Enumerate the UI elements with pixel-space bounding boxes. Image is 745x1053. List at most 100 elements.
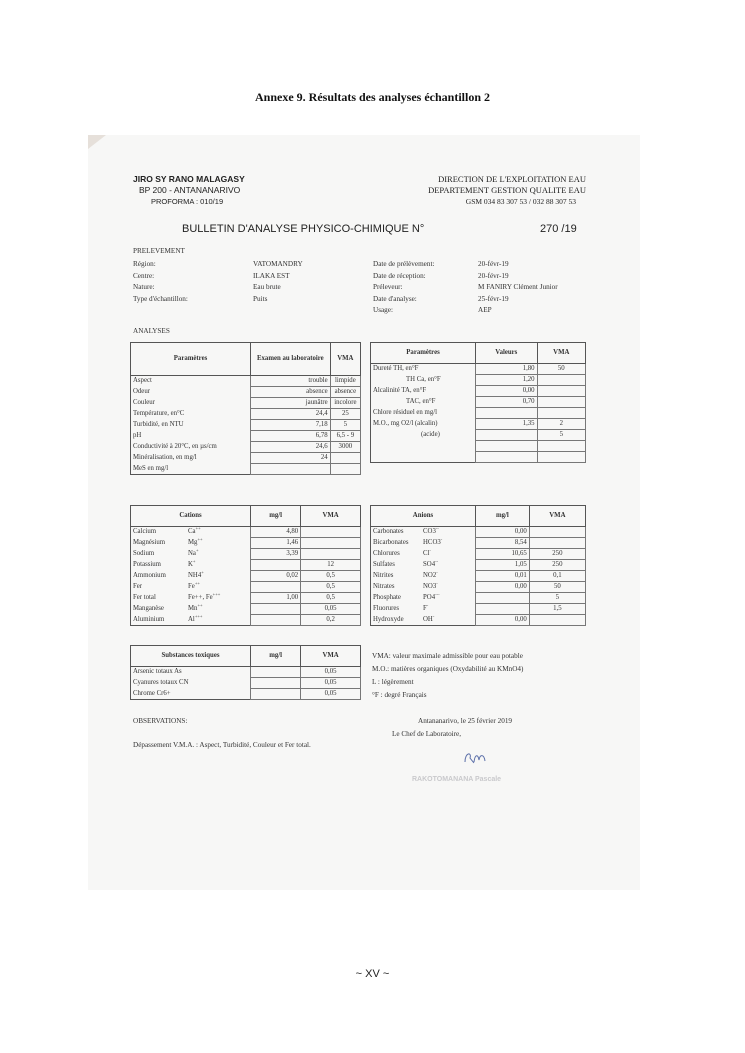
value-cell: 24,6: [250, 441, 331, 453]
vma-cell: 25: [329, 408, 362, 420]
parameter-name: Arsenic totaux As: [133, 668, 182, 676]
parameter-cell: pH: [130, 430, 251, 442]
table-row: Hydroxyde OH- 0,00: [370, 614, 587, 626]
table-row: Fer total Fe++, Fe+++ 1,00 0,5: [130, 592, 361, 604]
parameter-cell: Chlorures Cl-: [370, 548, 476, 560]
header-row: Paramètres Examen au laboratoire VMA: [130, 342, 362, 376]
vma-cell: [528, 537, 587, 549]
value-cell: [250, 463, 331, 475]
prelevement-left: Région: VATOMANDRY Centre: ILAKA EST Nature:…: [133, 259, 303, 305]
prelevement-row: Date de prélèvement: 20-févr-19: [373, 259, 558, 271]
value-cell: [249, 614, 302, 626]
column-header: VMA: [329, 342, 362, 376]
legend-f: °F : degré Français: [372, 691, 427, 699]
vma-cell: 12: [300, 559, 361, 571]
table-row: Dureté TH, en°F 1,80 50: [370, 363, 587, 375]
value-cell: 1,00: [249, 592, 302, 604]
prelevement-row: Région: VATOMANDRY: [133, 259, 303, 271]
parameter-cell: Arsenic totaux As: [130, 666, 251, 678]
ion-formula: HCO3: [423, 539, 441, 546]
value-cell: 0,00: [475, 526, 530, 538]
parameter-cell: Sodium Na+: [130, 548, 251, 560]
value-cell: 1,20: [475, 374, 538, 386]
parameter-name: Odeur: [133, 388, 150, 395]
value-cell: 0,00: [475, 614, 530, 626]
ion-formula: Fe++, Fe: [188, 594, 213, 601]
parameter-name: Minéralisation, en mg/l: [133, 454, 197, 461]
vma-cell: 0,05: [300, 677, 361, 689]
value-cell: [475, 451, 538, 463]
field-label: Centre:: [133, 271, 155, 280]
parameter-cell: Chrome Cr6+: [130, 688, 251, 700]
vma-cell: 6,5 - 9: [329, 430, 362, 442]
dept-direction: DIRECTION DE L'EXPLOITATION EAU: [438, 174, 586, 184]
ion-charge: -: [426, 603, 429, 608]
value-cell: [249, 581, 302, 593]
field-label: Date de réception:: [373, 271, 426, 280]
parameter-cell: Aspect: [130, 375, 251, 387]
table-row: Odeur absence absence: [130, 386, 362, 398]
column-header: mg/l: [249, 645, 302, 667]
table-row: Conductivité à 20°C, en µs/cm 24,6 3000: [130, 441, 362, 453]
element-name: Bicarbonates: [373, 539, 409, 546]
column-header: Valeurs: [475, 342, 538, 364]
prelevement-row: Nature: Eau brute: [133, 282, 303, 294]
parameter-name: Alcalinité TA, en°F: [373, 387, 427, 394]
parameter-cell: Fer Fe++: [130, 581, 251, 593]
parameter-name: Turbidité, en NTU: [133, 421, 184, 428]
element-name: Magnésium: [133, 539, 166, 546]
parameter-cell: Fluorures F-: [370, 603, 476, 615]
parameter-cell: Potassium K+: [130, 559, 251, 571]
table-row: Phosphate PO4--- 5: [370, 592, 587, 604]
parameter-cell: Nitrates NO3-: [370, 581, 476, 593]
element-name: Fer total: [133, 594, 156, 601]
element-name: Manganèse: [133, 605, 164, 612]
table-row: MeS en mg/l: [130, 463, 362, 475]
field-value: 20-févr-19: [478, 260, 509, 268]
parameter-cell: Température, en°C: [130, 408, 251, 420]
value-cell: 1,05: [475, 559, 530, 571]
signature-role: Le Chef de Laboratoire,: [392, 730, 462, 738]
vma-cell: [536, 374, 587, 386]
field-value: ILAKA EST: [253, 271, 290, 280]
parameter-cell: Turbidité, en NTU: [130, 419, 251, 431]
value-cell: 3,39: [249, 548, 302, 560]
vma-cell: 0,05: [300, 666, 361, 678]
ion-charge: +: [192, 559, 196, 564]
ion-formula: Mg: [188, 539, 198, 546]
element-name: Fluorures: [373, 605, 400, 612]
value-cell: [475, 407, 538, 419]
table-row: Ammonium NH4+ 0,02 0,5: [130, 570, 361, 582]
observations-text: Dépassement V.M.A. : Aspect, Turbidité, …: [133, 741, 311, 749]
element-name: Nitrites: [373, 572, 394, 579]
legend-mo: M.O.: matières organiques (Oxydabilité a…: [372, 665, 524, 673]
column-header: VMA: [528, 505, 587, 527]
field-label: Région:: [133, 260, 156, 268]
cations-table: Cations mg/l VMA Calcium Ca++ 4,80 Magnésium Mg…: [130, 505, 361, 626]
parameter-name: M.O., mg O2/l (alcalin): [373, 420, 438, 427]
value-cell: 8,54: [475, 537, 530, 549]
ion-formula: Fe: [188, 583, 195, 590]
page-number: ~ XV ~: [355, 968, 390, 980]
parameter-name: TH Ca, en°F: [406, 376, 441, 383]
parameter-cell: Bicarbonates HCO3-: [370, 537, 476, 549]
field-label: Type d'échantillon:: [133, 294, 188, 303]
column-header: VMA: [300, 505, 361, 527]
field-label: Nature:: [133, 283, 155, 291]
ion-charge: --: [435, 559, 439, 564]
field-value: Puits: [253, 294, 268, 303]
vma-cell: [300, 537, 361, 549]
vma-cell: 5: [536, 429, 587, 441]
vma-cell: [528, 614, 587, 626]
field-value: 25-févr-19: [478, 294, 509, 303]
value-cell: 0,00: [475, 385, 538, 397]
org-address: BP 200 - ANTANANARIVO: [139, 185, 241, 195]
ion-charge: ++: [195, 526, 201, 531]
parameter-cell: Cyanures totaux CN: [130, 677, 251, 689]
value-cell: trouble: [250, 375, 331, 387]
handwritten-signature: [464, 753, 486, 764]
ion-formula: SO4: [423, 561, 436, 568]
value-cell: 1,46: [249, 537, 302, 549]
anions-table: Anions mg/l VMA Carbonates CO3-- 0,00 Bicarbon…: [370, 505, 587, 626]
